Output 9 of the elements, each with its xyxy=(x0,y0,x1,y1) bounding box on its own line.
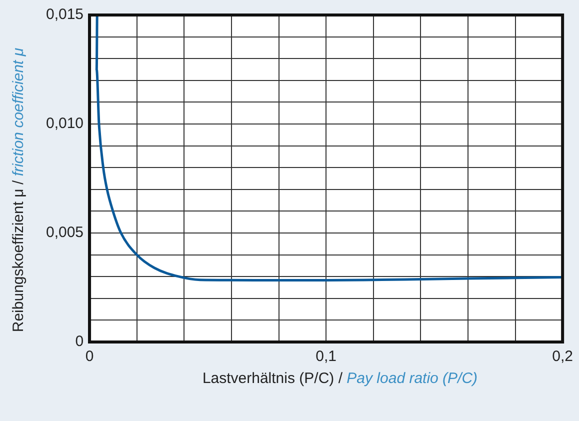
x-axis-title: Lastverhältnis (P/C) / Pay load ratio (P/C) xyxy=(202,370,478,387)
y-tick-label: 0,015 xyxy=(46,6,84,24)
y-tick-label: 0,010 xyxy=(46,115,84,132)
y-tick-label: 0 xyxy=(75,333,84,350)
line-series xyxy=(95,15,563,282)
y-tick-label: 0,005 xyxy=(46,224,84,242)
x-tick-label: 0,1 xyxy=(316,348,336,366)
y-axis-title: Reibungskoeffizient μ / friction coefficient μ xyxy=(10,48,27,332)
x-tick-label: 0,2 xyxy=(552,348,574,366)
